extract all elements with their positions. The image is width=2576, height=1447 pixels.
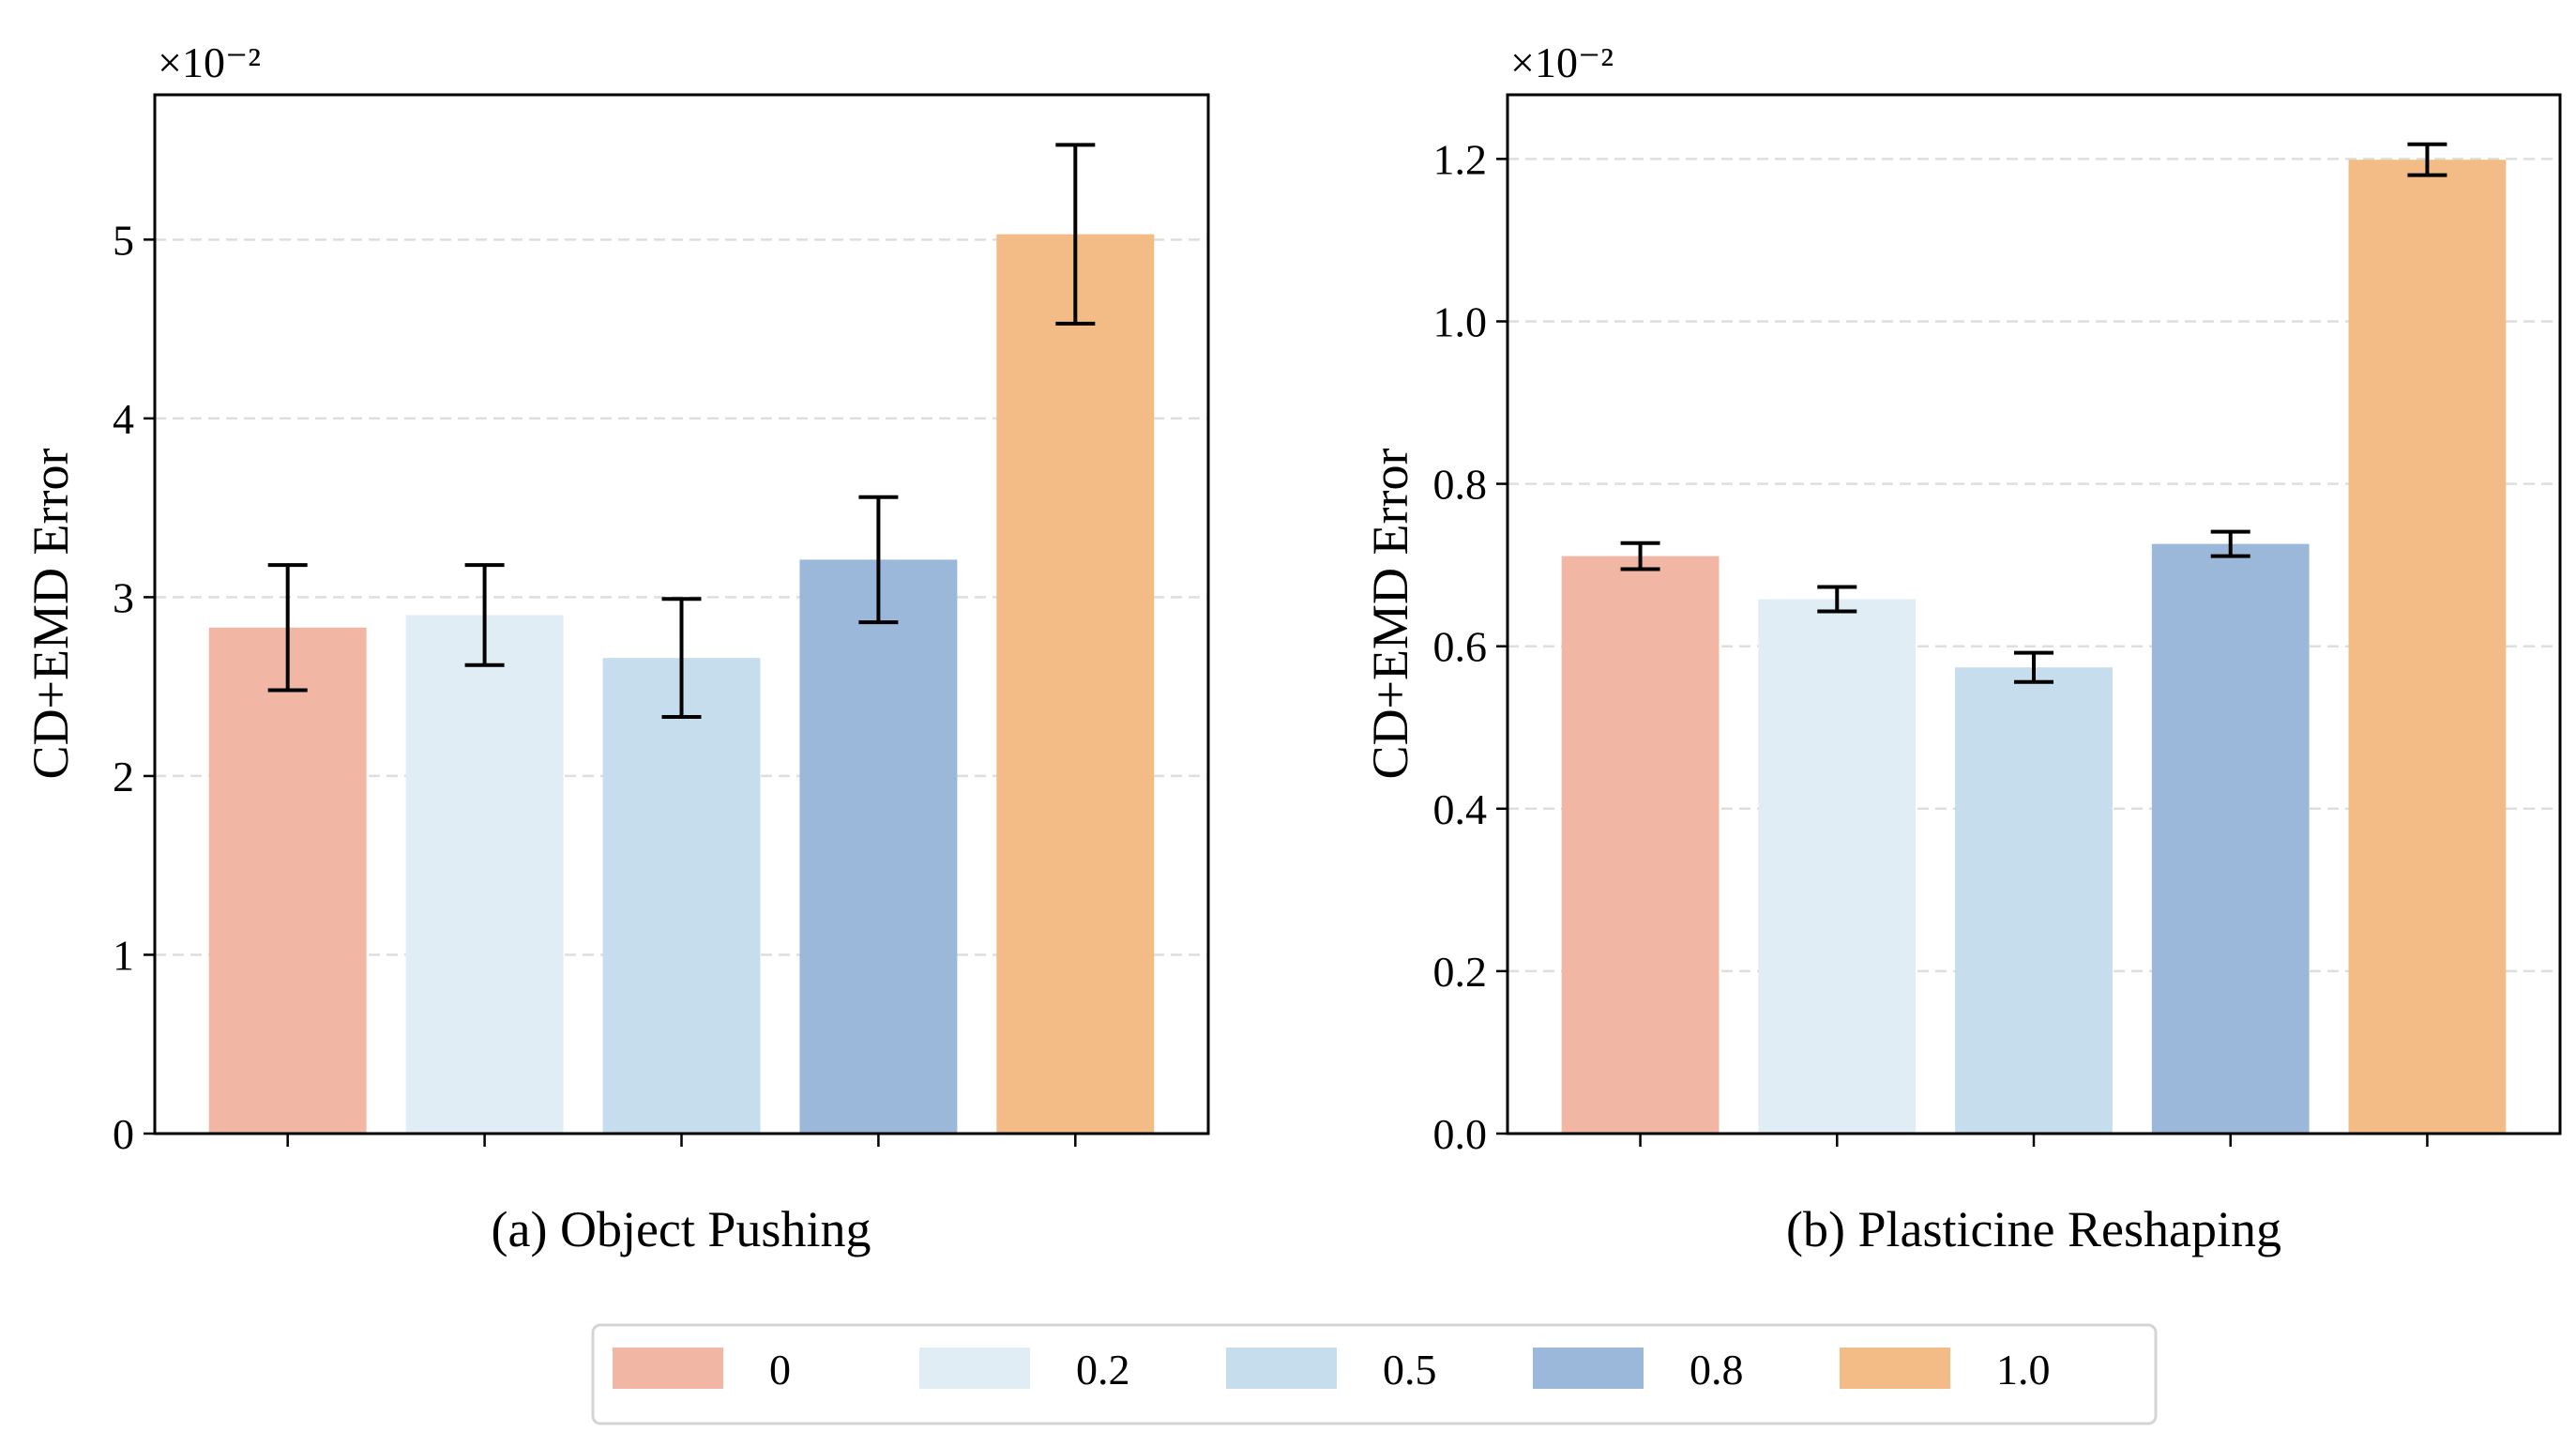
y-axis-label: CD+EMD Error <box>1362 449 1418 780</box>
bar-0 <box>1561 556 1720 1134</box>
panel-object-pushing: ×10⁻² CD+EMD Error (a) Object Pushing 0 1… <box>23 38 1210 1257</box>
y-tick-label: 0.6 <box>1433 623 1488 671</box>
legend-swatch-0.2 <box>919 1348 1030 1389</box>
bar-1.0 <box>996 234 1155 1134</box>
legend-swatch-0.5 <box>1226 1348 1337 1389</box>
panel-title: (b) Plasticine Reshaping <box>1786 1201 2281 1257</box>
y-tick-label: 4 <box>113 395 134 443</box>
y-tick-label: 2 <box>113 753 134 800</box>
legend-swatch-0.8 <box>1533 1348 1644 1389</box>
legend: 0 0.2 0.5 0.8 1.0 <box>591 1323 2158 1425</box>
legend-label: 0.8 <box>1690 1346 1744 1394</box>
bar-0.2 <box>1758 599 1917 1134</box>
bar-0.2 <box>405 615 564 1134</box>
legend-label: 0.2 <box>1076 1346 1130 1394</box>
y-tick-label: 1.2 <box>1433 135 1488 183</box>
bar-0.8 <box>2151 543 2310 1134</box>
y-tick-label: 1.0 <box>1433 297 1488 345</box>
panel-plasticine-reshaping: ×10⁻² CD+EMD Error (b) Plasticine Reshap… <box>1362 38 2562 1257</box>
y-axis-label: CD+EMD Error <box>23 449 79 780</box>
offset-text: ×10⁻² <box>158 38 261 86</box>
y-tick-label: 3 <box>113 573 134 621</box>
y-tick-label: 0.2 <box>1433 948 1488 996</box>
y-tick-label: 0.4 <box>1433 785 1488 833</box>
bar-0.5 <box>1955 667 2113 1134</box>
y-tick-label: 0.0 <box>1433 1110 1488 1158</box>
panel-title: (a) Object Pushing <box>492 1201 871 1257</box>
legend-label: 0 <box>769 1346 791 1394</box>
y-tick-label: 0.8 <box>1433 461 1488 509</box>
axes-frame <box>1506 93 2562 1135</box>
bar-0 <box>208 627 367 1134</box>
y-tick-label: 5 <box>113 216 134 264</box>
bar-1.0 <box>2348 160 2507 1135</box>
y-tick-label: 0 <box>113 1110 134 1158</box>
bar-0.8 <box>799 559 958 1134</box>
legend-swatch-0 <box>613 1348 723 1389</box>
y-tick-label: 1 <box>113 931 134 979</box>
axes-frame <box>153 93 1210 1135</box>
offset-text: ×10⁻² <box>1510 38 1614 86</box>
legend-label: 0.5 <box>1383 1346 1437 1394</box>
legend-swatch-1.0 <box>1840 1348 1950 1389</box>
bar-0.5 <box>602 658 761 1134</box>
legend-label: 1.0 <box>1996 1346 2051 1394</box>
